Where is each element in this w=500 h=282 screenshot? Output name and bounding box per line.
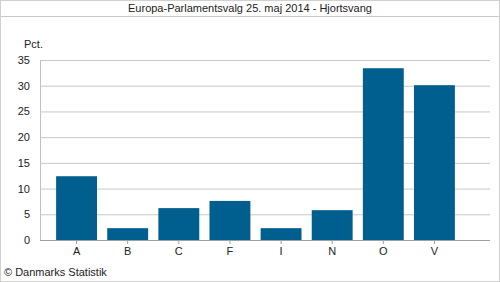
x-tick-label: I	[280, 245, 283, 257]
grid-line	[40, 240, 490, 241]
chart-frame	[1, 1, 500, 282]
x-tick-label: O	[379, 245, 388, 257]
x-tick: I	[280, 240, 283, 257]
y-axis-title: Pct.	[24, 38, 43, 50]
x-tick: B	[124, 240, 131, 257]
x-tick-label: V	[431, 245, 439, 257]
x-axis-line	[40, 240, 490, 241]
bar	[158, 208, 199, 240]
x-tick: F	[227, 240, 234, 257]
x-tick: V	[431, 240, 439, 257]
source: © Danmarks Statistik	[4, 266, 107, 278]
y-tick: 35	[18, 54, 490, 66]
bar	[56, 176, 97, 240]
x-tick-mark	[229, 240, 230, 244]
x-tick-mark	[127, 240, 128, 244]
x-tick: O	[379, 240, 388, 257]
x-tick-label: A	[73, 245, 81, 257]
x-tick-mark	[178, 240, 179, 244]
chart: Europa-Parlamentsvalg 25. maj 2014 - Hjo…	[0, 0, 500, 282]
x-tick-label: B	[124, 245, 131, 257]
x-axis: ABCFINOV	[40, 240, 490, 257]
y-tick-label: 0	[24, 234, 30, 246]
bar	[414, 85, 455, 240]
y-axis-line	[40, 61, 41, 241]
x-tick-label: N	[328, 245, 336, 257]
x-tick-mark	[281, 240, 282, 244]
title-rule	[1, 16, 499, 17]
x-tick-mark	[332, 240, 333, 244]
y-tick-label: 10	[18, 183, 30, 195]
y-tick-label: 30	[18, 80, 30, 92]
x-tick-mark	[434, 240, 435, 244]
x-tick-mark	[383, 240, 384, 244]
bar	[209, 201, 250, 240]
y-axis: 0 5 10 15 20 25 30 35	[18, 54, 490, 246]
x-tick-label: F	[227, 245, 234, 257]
x-tick: N	[328, 240, 336, 257]
title: Europa-Parlamentsvalg 25. maj 2014 - Hjo…	[128, 2, 372, 14]
bar	[107, 228, 148, 240]
x-tick: C	[175, 240, 183, 257]
bar	[312, 210, 353, 240]
y-tick-label: 25	[18, 105, 30, 117]
bar	[261, 228, 302, 240]
bars	[56, 68, 455, 240]
grid-line	[40, 60, 490, 61]
bar	[363, 68, 404, 240]
x-tick-label: C	[175, 245, 183, 257]
y-tick-label: 5	[24, 208, 30, 220]
y-tick-label: 20	[18, 131, 30, 143]
x-tick: A	[73, 240, 81, 257]
x-tick-mark	[76, 240, 77, 244]
y-tick-label: 35	[18, 54, 30, 66]
y-tick-label: 15	[18, 157, 30, 169]
